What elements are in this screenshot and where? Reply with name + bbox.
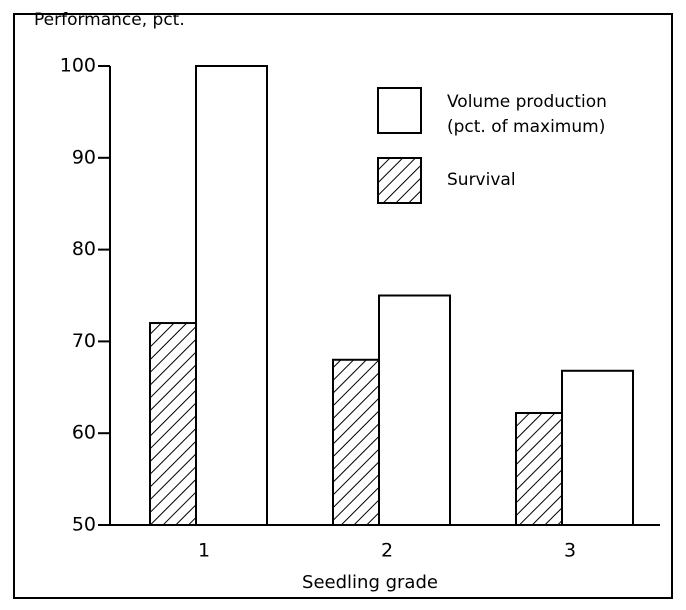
bar [378,294,451,526]
y-tick-label: 70 [72,330,96,352]
y-tick-label: 60 [72,422,96,444]
legend-label: Volume production (pct. of maximum) [447,92,607,137]
y-tick-label: 50 [72,514,96,536]
y-tick-label: 100 [60,55,96,77]
x-tick-label: 1 [198,540,210,562]
legend-label: Survival [447,170,516,190]
bar [332,358,380,527]
x-axis-title: Seedling grade [302,572,438,593]
legend-swatch [377,157,422,204]
y-axis-title: Performance, pct. [34,10,185,30]
x-tick-label: 2 [381,540,393,562]
bar [515,412,563,526]
x-tick-label: 3 [564,540,576,562]
bar [149,322,197,527]
bar [561,369,634,526]
y-tick-label: 90 [72,146,96,168]
legend-swatch [377,87,422,134]
frame [13,13,673,599]
y-tick-label: 80 [72,238,96,260]
bar [195,65,268,526]
